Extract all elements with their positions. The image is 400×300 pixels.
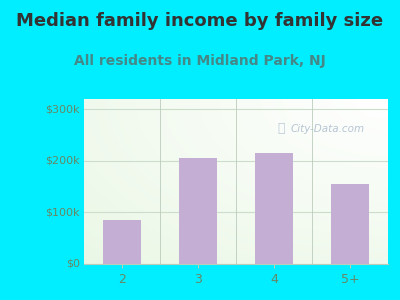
Text: Median family income by family size: Median family income by family size bbox=[16, 12, 384, 30]
Bar bbox=[103, 220, 141, 264]
Bar bbox=[331, 184, 369, 264]
Bar bbox=[255, 153, 293, 264]
Text: $0: $0 bbox=[66, 259, 80, 269]
Text: $100k: $100k bbox=[46, 207, 80, 218]
Text: Ⓠ: Ⓠ bbox=[278, 122, 285, 135]
Bar bbox=[179, 158, 217, 264]
Text: All residents in Midland Park, NJ: All residents in Midland Park, NJ bbox=[74, 54, 326, 68]
Text: $200k: $200k bbox=[45, 156, 80, 166]
Text: City-Data.com: City-Data.com bbox=[291, 124, 365, 134]
Text: $300k: $300k bbox=[46, 104, 80, 114]
